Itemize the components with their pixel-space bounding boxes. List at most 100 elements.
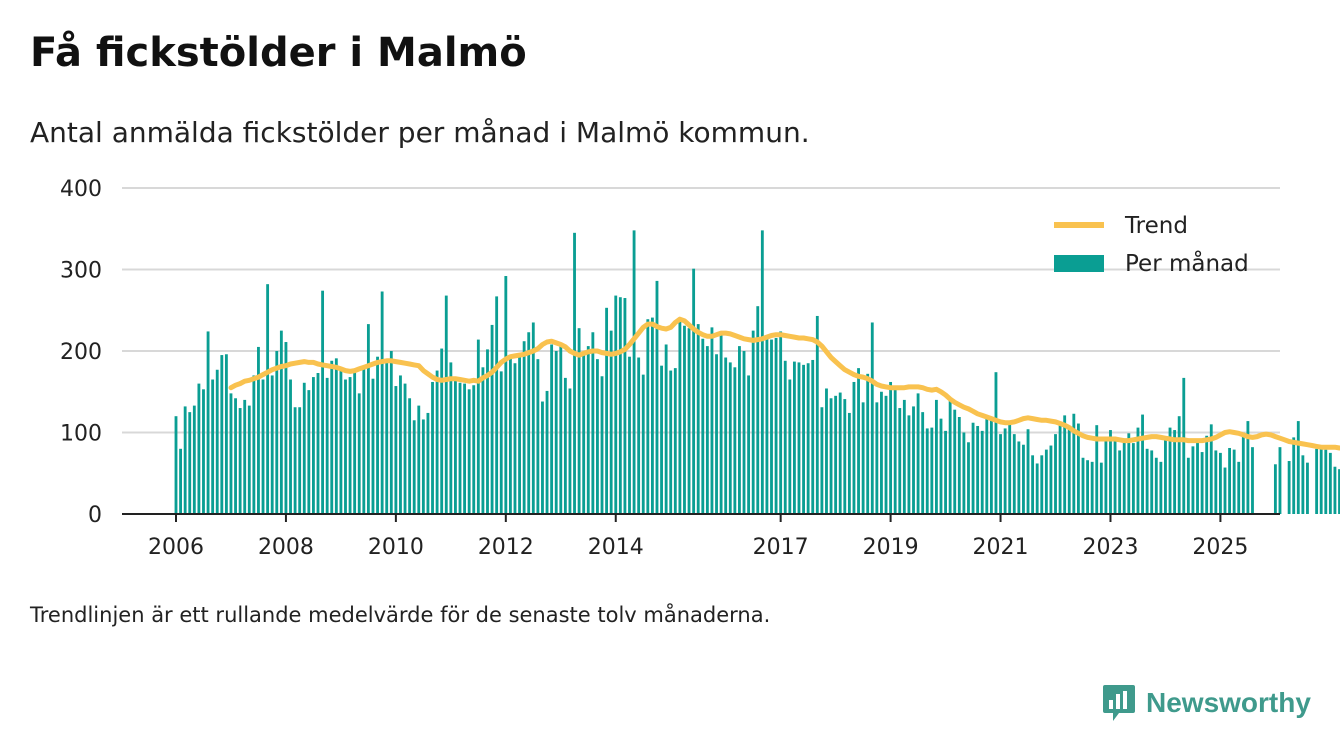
bar (1154, 457, 1158, 514)
bar (797, 362, 801, 514)
bar (1338, 469, 1340, 514)
bar (586, 346, 590, 514)
bar (426, 412, 430, 514)
newsworthy-logo[interactable]: Newsworthy (1102, 683, 1311, 723)
bar (953, 409, 957, 514)
bar (279, 330, 283, 515)
bar (843, 399, 847, 514)
bar (518, 354, 521, 514)
bar (834, 395, 838, 514)
bar (980, 430, 984, 514)
bar (463, 383, 467, 514)
bar (664, 344, 668, 514)
bar (472, 385, 476, 514)
bar (366, 324, 370, 514)
bar (738, 346, 741, 514)
y-tick-label: 200 (60, 340, 102, 365)
bar (1324, 449, 1328, 514)
bar (412, 420, 416, 514)
bar (376, 356, 379, 514)
bar (678, 320, 682, 514)
y-tick-label: 400 (60, 177, 102, 202)
bar (357, 393, 361, 514)
bar (1104, 439, 1108, 514)
x-tick-label: 2014 (588, 535, 644, 560)
bar (1122, 439, 1126, 514)
x-tick-label: 2010 (368, 535, 424, 560)
bar (614, 295, 618, 514)
bar (1292, 437, 1296, 514)
bar (650, 317, 654, 514)
bar (687, 328, 691, 514)
bar (316, 373, 320, 514)
bar (1159, 461, 1163, 514)
bar (302, 382, 306, 514)
bar (1008, 422, 1012, 514)
bar (1306, 462, 1309, 514)
bar (545, 390, 549, 514)
bar (380, 291, 384, 514)
bar (522, 341, 526, 514)
bar (1054, 434, 1057, 514)
footnote: Trendlinjen är ett rullande medelvärde f… (30, 603, 771, 627)
bar (1186, 457, 1190, 514)
bar (348, 377, 352, 514)
bar (1086, 460, 1089, 514)
bar (802, 364, 805, 514)
bar (600, 376, 604, 514)
bar (898, 408, 902, 514)
bar (999, 434, 1002, 514)
bar (829, 398, 833, 514)
x-tick-label: 2017 (753, 535, 809, 560)
bar (673, 368, 677, 514)
bar (334, 358, 338, 514)
bar (385, 361, 389, 514)
x-tick-label: 2012 (478, 535, 534, 560)
bar (582, 352, 586, 514)
bar (637, 357, 641, 514)
bar (577, 328, 581, 514)
bar (325, 377, 329, 514)
bar (238, 408, 242, 514)
bar (1191, 446, 1195, 514)
x-tick-label: 2021 (973, 535, 1029, 560)
bar (655, 280, 659, 514)
bar (870, 322, 874, 514)
page-title: Få fickstölder i Malmö (30, 30, 527, 76)
bar (275, 351, 279, 514)
bar (243, 399, 247, 514)
bar (417, 405, 421, 514)
bar (559, 342, 563, 514)
bar (944, 430, 947, 514)
bar (1031, 455, 1035, 514)
bar (215, 369, 219, 514)
bar (825, 388, 828, 514)
bar (1296, 421, 1300, 514)
bar (444, 295, 448, 514)
bar (985, 416, 989, 514)
bar (270, 375, 274, 514)
x-tick-label: 2008 (258, 535, 314, 560)
newsworthy-logo-icon (1103, 685, 1135, 721)
bar (916, 393, 920, 514)
axes: 0 100 200 300 400 2006 2008 2010 2012 2014 2017 201… (60, 177, 1280, 560)
bar (1301, 455, 1305, 514)
bar (641, 374, 645, 514)
bar (435, 370, 439, 514)
bar (760, 230, 764, 514)
bar (1049, 445, 1053, 514)
bar (660, 365, 663, 514)
bar (921, 412, 925, 515)
bar (449, 362, 453, 514)
bar (192, 405, 196, 514)
bar (1273, 464, 1277, 514)
bar (486, 349, 489, 514)
bar (224, 354, 228, 514)
bar (880, 391, 883, 514)
bar (866, 373, 870, 514)
bar (967, 442, 970, 514)
bar (330, 360, 334, 514)
bar (371, 378, 375, 514)
bar (692, 268, 696, 514)
bar (504, 276, 508, 514)
